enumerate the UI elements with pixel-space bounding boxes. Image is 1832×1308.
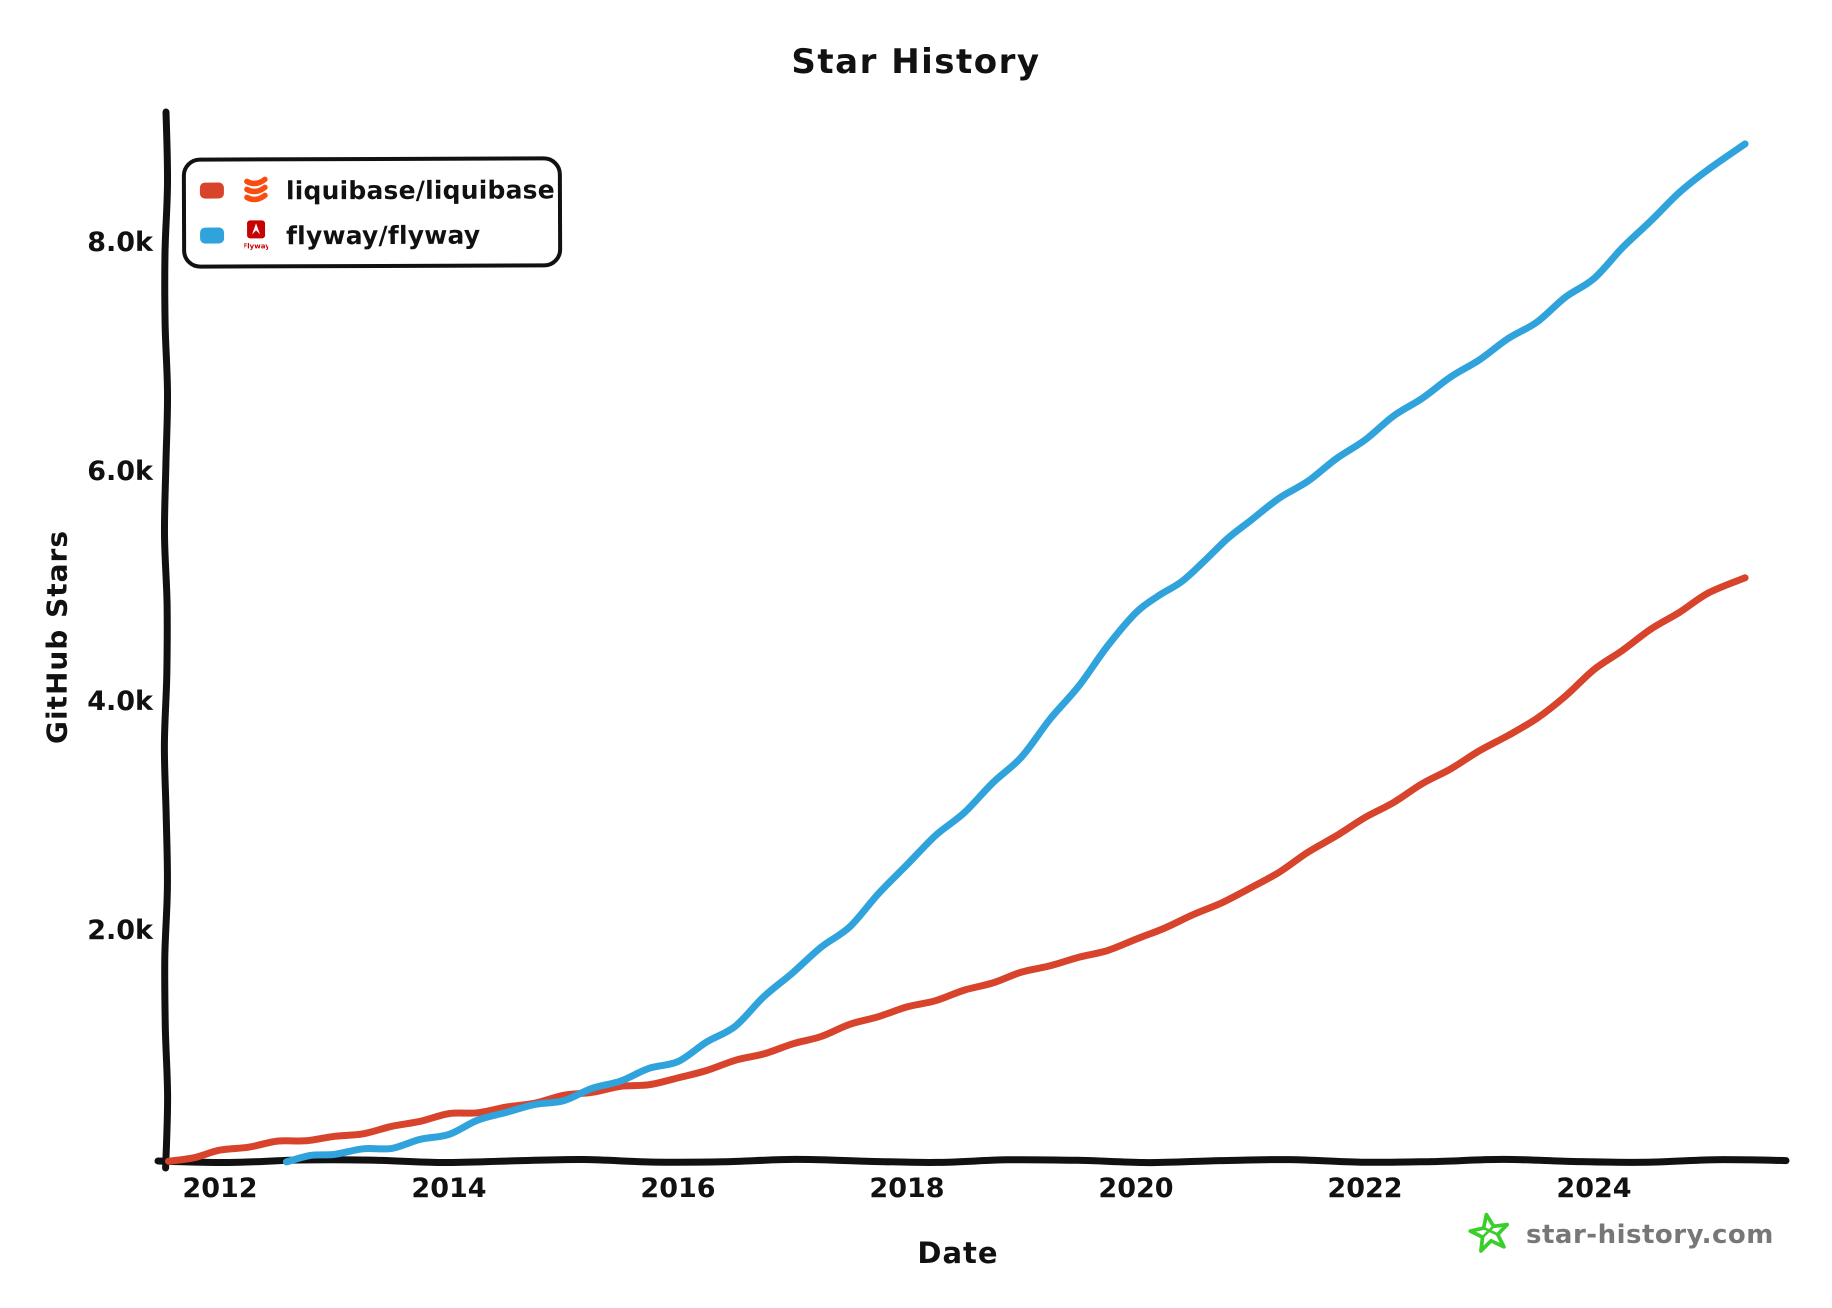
- liquibase-logo-icon: [241, 175, 271, 205]
- legend-item-flyway: Flyway flyway/flyway: [200, 216, 548, 253]
- flyway-line: [282, 140, 1749, 1166]
- x-axis-title: Date: [917, 1236, 999, 1270]
- y-axis-line: [160, 108, 172, 1172]
- x-tick-label: 2020: [1098, 1173, 1174, 1204]
- liquibase-line: [165, 574, 1749, 1165]
- x-tick-label: 2012: [182, 1173, 258, 1204]
- y-tick-label: 4.0k: [87, 685, 153, 717]
- legend-label-liquibase: liquibase/liquibase: [285, 174, 555, 205]
- x-tick-label: 2014: [411, 1173, 487, 1204]
- watermark-text: star-history.com: [1526, 1220, 1774, 1250]
- y-axis-title: GitHub Stars: [40, 529, 74, 745]
- svg-text:Flyway: Flyway: [244, 242, 268, 250]
- y-tick-label: 8.0k: [87, 226, 153, 258]
- flyway-logo-icon: Flyway: [241, 219, 271, 251]
- y-tick-label: 2.0k: [87, 915, 153, 947]
- liquibase-color-swatch: [199, 182, 224, 199]
- x-tick-label: 2022: [1327, 1173, 1403, 1204]
- legend: liquibase/liquibase Flyway flyway/flyway: [181, 156, 563, 269]
- x-axis-line: [154, 1155, 1790, 1167]
- watermark: star-history.com: [1468, 1210, 1774, 1260]
- chart-title: Star History: [791, 42, 1041, 82]
- legend-item-liquibase: liquibase/liquibase: [199, 171, 555, 208]
- y-tick-label: 6.0k: [87, 456, 153, 488]
- flyway-color-swatch: [200, 227, 225, 244]
- x-tick-label: 2018: [869, 1173, 945, 1204]
- x-tick-label: 2024: [1556, 1173, 1632, 1204]
- x-tick-label: 2016: [640, 1173, 716, 1204]
- star-icon: [1464, 1207, 1516, 1264]
- legend-label-flyway: flyway/flyway: [286, 220, 481, 250]
